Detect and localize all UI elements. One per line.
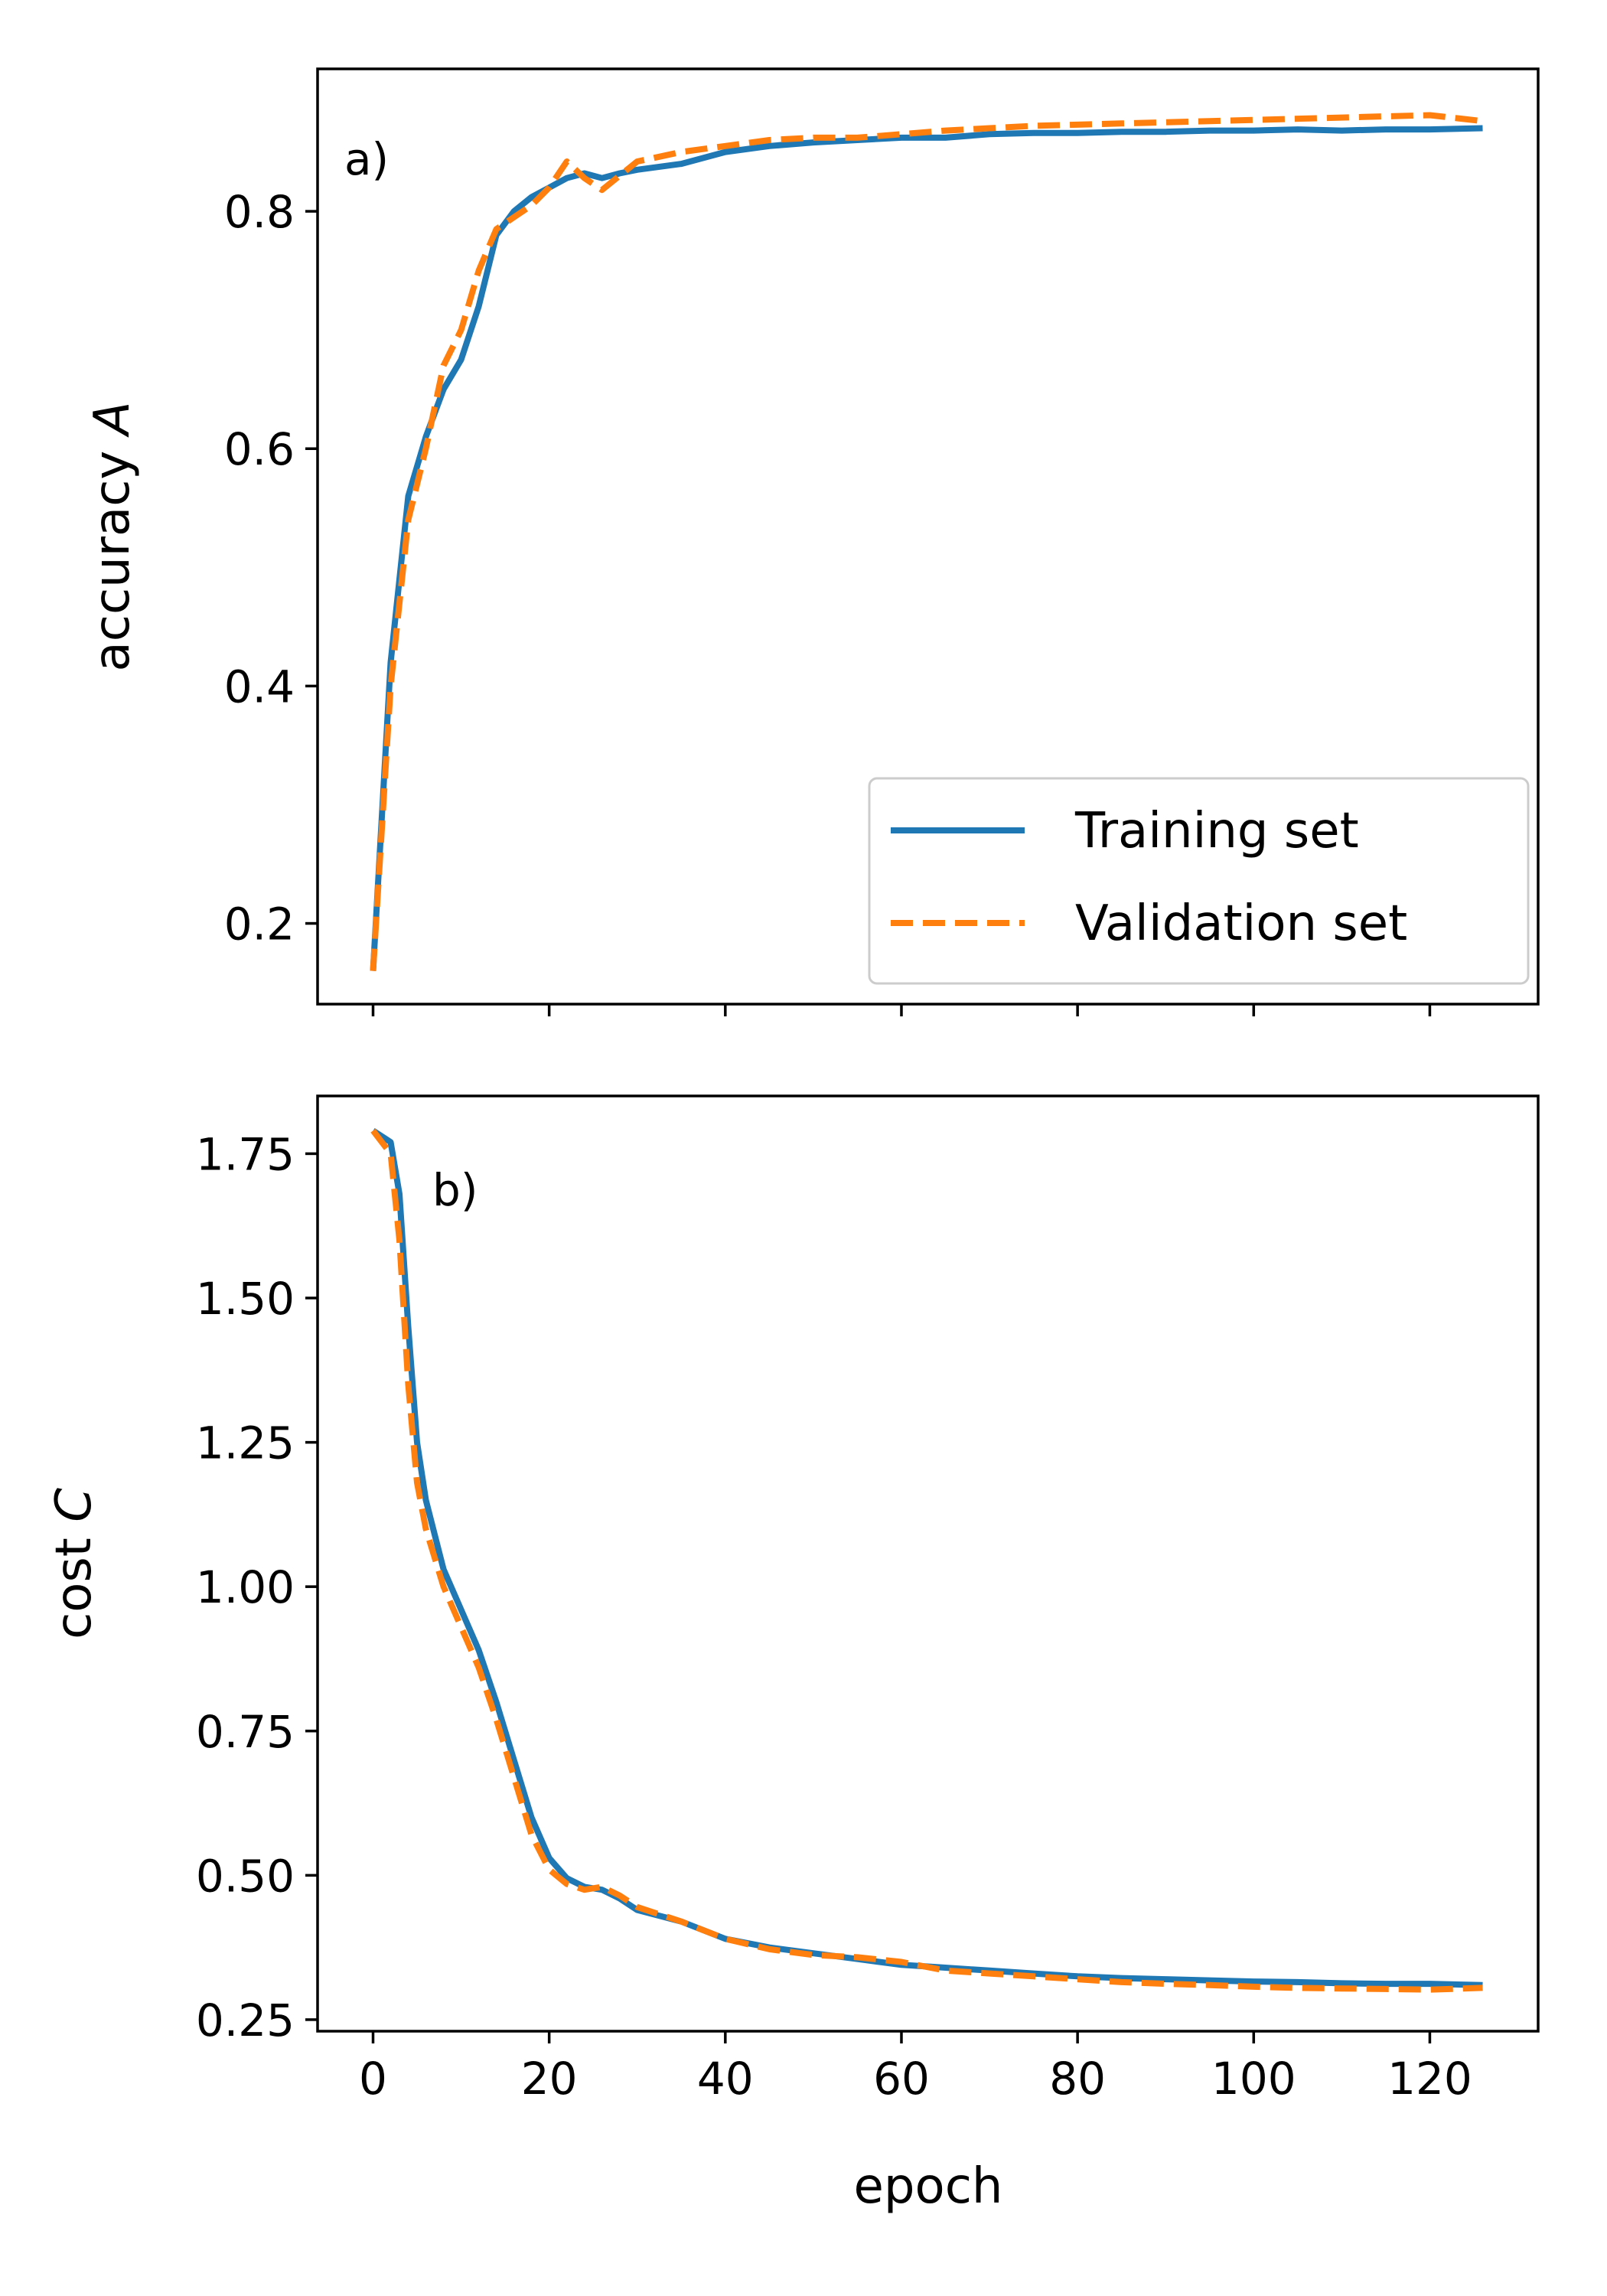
accuracy-y-tick-label: 0.8 xyxy=(224,186,295,238)
accuracy-y-tick-label: 0.4 xyxy=(224,660,295,713)
accuracy-series-lines xyxy=(370,112,1483,971)
accuracy-y-axis-label: accuracy A xyxy=(84,402,141,672)
cost-x-tick-label: 20 xyxy=(521,2053,578,2105)
accuracy-y-axis-label-text: accuracy xyxy=(84,435,141,671)
accuracy-panel: 0.2 0.4 0.6 0.8 a) accuracy A Training set … xyxy=(84,67,1540,1016)
cost-plot-frame xyxy=(316,1094,1540,2033)
accuracy-series-validation-line xyxy=(370,112,1483,971)
cost-y-tick-label: 1.75 xyxy=(196,1128,295,1180)
cost-y-tick-label: 0.25 xyxy=(196,1994,295,2047)
legend: Training set Validation set xyxy=(868,777,1530,985)
cost-x-tick-label: 60 xyxy=(873,2053,930,2105)
accuracy-panel-label: a) xyxy=(344,133,389,185)
legend-label-validation: Validation set xyxy=(1075,895,1407,952)
cost-x-tick-label: 40 xyxy=(697,2053,754,2105)
accuracy-y-axis-label-variable: A xyxy=(84,402,141,439)
cost-y-tick-label: 1.50 xyxy=(196,1273,295,1325)
cost-y-tick-label: 1.00 xyxy=(196,1561,295,1613)
cost-panel-label: b) xyxy=(432,1164,478,1216)
cost-y-axis-label-variable: C xyxy=(46,1488,103,1522)
cost-panel: 0 20 40 60 80 100 120 0.25 0.50 0.75 1.00 1.25 1.50 1… xyxy=(46,1094,1540,2215)
cost-series-lines xyxy=(370,1127,1483,1993)
cost-y-tick-label: 1.25 xyxy=(196,1417,295,1469)
cost-x-tick-label: 80 xyxy=(1049,2053,1106,2105)
accuracy-plot-frame xyxy=(316,67,1540,1006)
cost-series-validation-line xyxy=(370,1128,1483,1993)
cost-x-axis-label: epoch xyxy=(854,2158,1003,2215)
cost-x-tick-label: 0 xyxy=(359,2053,387,2105)
accuracy-series-training-line xyxy=(370,125,1483,971)
cost-y-tick-label: 0.75 xyxy=(196,1706,295,1758)
accuracy-y-tick-label: 0.6 xyxy=(224,423,295,475)
accuracy-axis-ticks: 0.2 0.4 0.6 0.8 xyxy=(224,186,1432,1016)
cost-y-axis-label: cost C xyxy=(46,1488,103,1639)
cost-x-tick-label: 100 xyxy=(1211,2053,1296,2105)
cost-y-tick-label: 0.50 xyxy=(196,1850,295,1902)
cost-y-axis-label-text: cost xyxy=(46,1522,103,1639)
legend-box xyxy=(868,777,1530,985)
legend-label-training: Training set xyxy=(1074,803,1359,859)
cost-axis-ticks: 0 20 40 60 80 100 120 0.25 0.50 0.75 1.00 1.25 1.50 1… xyxy=(196,1128,1472,2105)
accuracy-y-tick-label: 0.2 xyxy=(224,899,295,951)
cost-x-tick-label: 120 xyxy=(1387,2053,1472,2105)
